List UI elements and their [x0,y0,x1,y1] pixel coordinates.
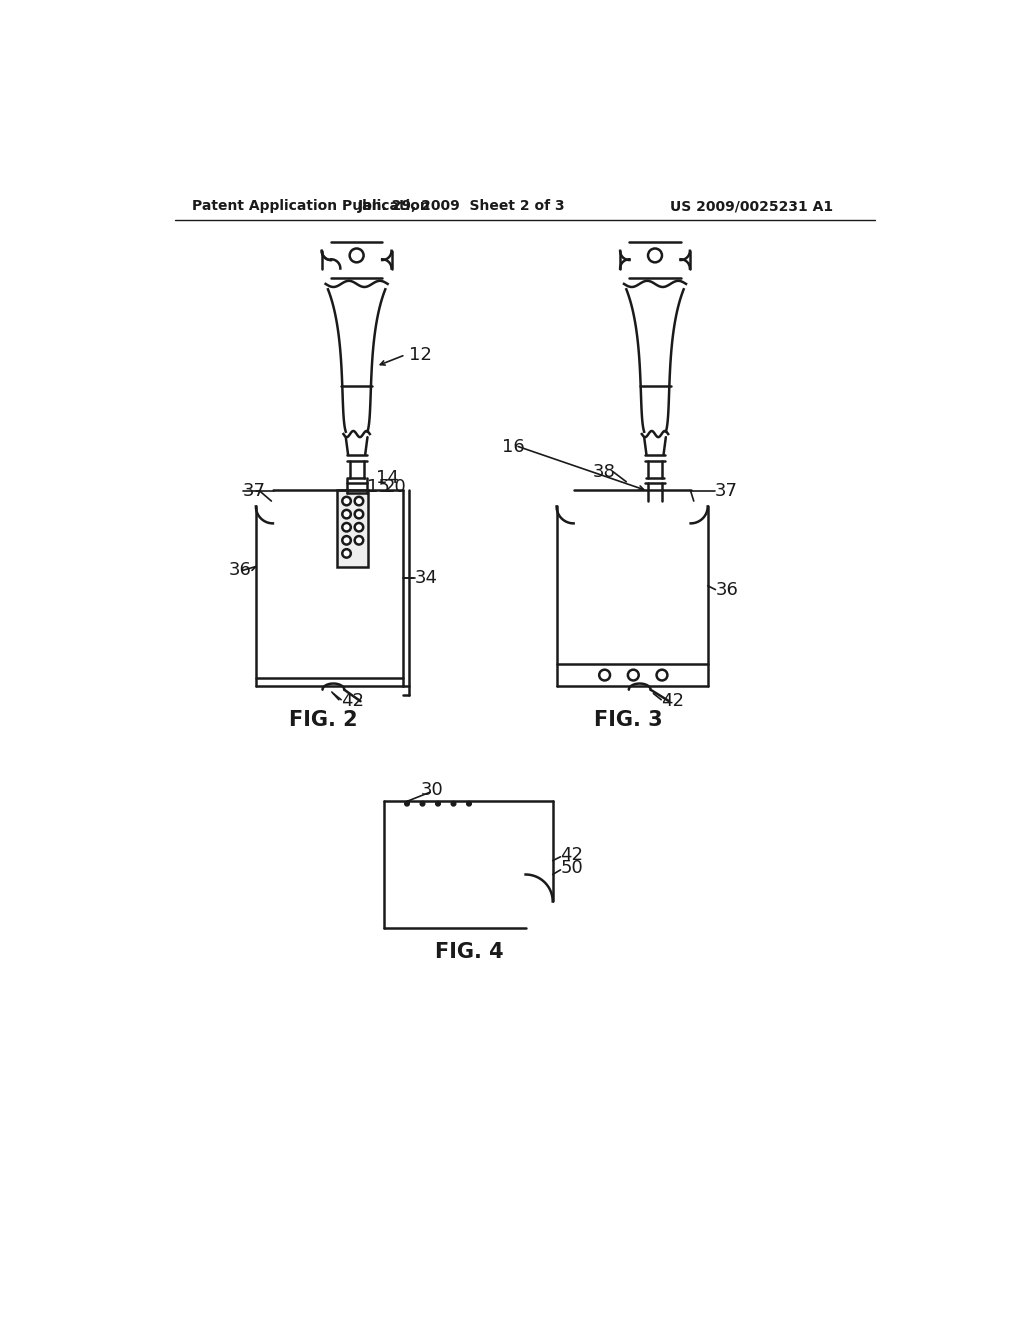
Bar [337,490,369,566]
Text: 30: 30 [421,781,443,799]
Text: 37: 37 [715,482,737,500]
Text: FIG. 4: FIG. 4 [434,941,504,961]
Circle shape [354,510,364,519]
Circle shape [354,536,364,545]
Text: Patent Application Publication: Patent Application Publication [191,199,429,213]
Circle shape [420,801,425,807]
Text: 42: 42 [662,692,684,710]
Text: 36: 36 [228,561,252,579]
Text: 34: 34 [415,569,437,587]
Text: 50: 50 [560,859,584,878]
Text: FIG. 3: FIG. 3 [594,710,663,730]
Circle shape [404,801,410,807]
Circle shape [648,248,662,263]
Text: 20: 20 [384,478,407,496]
Circle shape [354,496,364,506]
Circle shape [467,801,471,807]
Text: US 2009/0025231 A1: US 2009/0025231 A1 [671,199,834,213]
Circle shape [342,549,351,557]
Text: 37: 37 [243,482,265,500]
Circle shape [452,801,456,807]
Text: 12: 12 [409,346,431,364]
Circle shape [656,669,668,681]
Text: Jan. 29, 2009  Sheet 2 of 3: Jan. 29, 2009 Sheet 2 of 3 [357,199,565,213]
Circle shape [354,523,364,532]
Text: 42: 42 [560,846,584,865]
Circle shape [342,496,351,506]
Circle shape [628,669,639,681]
Text: 42: 42 [341,692,365,710]
Circle shape [342,510,351,519]
Text: 38: 38 [593,463,615,480]
Circle shape [342,536,351,545]
Circle shape [349,248,364,263]
Circle shape [435,801,440,807]
Text: 15: 15 [367,478,389,496]
Text: 14: 14 [376,469,399,487]
Circle shape [342,523,351,532]
Circle shape [599,669,610,681]
Text: 36: 36 [716,581,738,598]
Text: FIG. 2: FIG. 2 [289,710,357,730]
Text: 16: 16 [502,438,524,457]
